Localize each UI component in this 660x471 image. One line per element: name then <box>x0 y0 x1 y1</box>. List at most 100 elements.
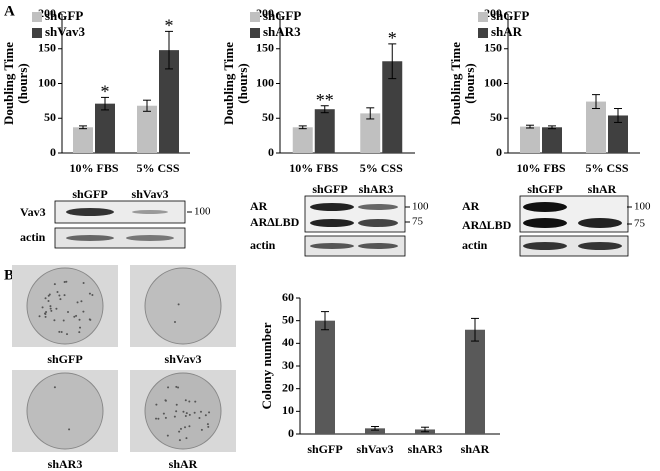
colony <box>75 314 78 317</box>
colony <box>184 426 187 429</box>
colony <box>198 417 201 420</box>
y-tick-label: 30 <box>282 358 294 372</box>
y-tick-label: 200 <box>256 6 274 20</box>
lane-label: shGFP <box>72 187 107 201</box>
y-tick-label: 0 <box>288 426 294 440</box>
band-label: AR <box>250 199 268 213</box>
y-tick-label: 50 <box>44 110 56 124</box>
bar <box>608 115 628 153</box>
y-tick-label: 50 <box>282 312 294 326</box>
plate-label: shVav3 <box>165 352 202 366</box>
colony <box>185 412 188 415</box>
y-axis-label: Doubling Time <box>221 42 236 125</box>
x-tick-label: shAR <box>461 442 490 456</box>
colony <box>82 282 85 285</box>
colony <box>50 309 53 312</box>
plate-label: shAR <box>169 457 198 471</box>
y-tick-label: 20 <box>282 380 294 394</box>
bar <box>95 103 115 153</box>
y-tick-label: 40 <box>282 335 294 349</box>
y-axis-label: (hours) <box>235 63 250 103</box>
significance-marker: * <box>388 28 397 48</box>
colony <box>38 315 41 318</box>
plates <box>12 265 236 452</box>
bar <box>292 127 313 153</box>
panel-label: A <box>4 3 15 19</box>
colony <box>188 425 191 428</box>
colony <box>62 319 65 322</box>
colony <box>73 315 76 318</box>
bar <box>314 109 335 153</box>
band-label: Vav3 <box>20 205 46 219</box>
size-marker: 100 <box>412 201 429 213</box>
size-marker: 75 <box>634 218 646 230</box>
band-label: AR∆LBD <box>250 215 300 229</box>
y-tick-label: 150 <box>256 41 274 55</box>
y-tick-label: 100 <box>38 75 56 89</box>
x-tick-label: 5% CSS <box>585 161 628 175</box>
legend-label: shVav3 <box>45 24 85 39</box>
colony <box>66 333 69 336</box>
colony <box>45 311 48 314</box>
lane-label: shAR <box>588 182 617 196</box>
legend-swatch <box>250 12 260 22</box>
colony <box>173 415 176 418</box>
colony <box>78 318 81 321</box>
colony <box>175 385 178 388</box>
legend-label: shGFP <box>263 8 301 23</box>
legend-swatch <box>478 28 488 38</box>
bar <box>542 127 562 153</box>
colony <box>155 417 158 420</box>
colony <box>44 297 47 300</box>
x-tick-label: 10% FBS <box>516 161 565 175</box>
colony <box>63 280 66 283</box>
bar <box>73 127 93 153</box>
significance-marker: * <box>101 82 110 102</box>
colony <box>48 293 51 296</box>
lane-label: shGFP <box>312 182 347 196</box>
colony <box>204 414 207 417</box>
colony <box>49 305 52 308</box>
colony <box>199 410 202 413</box>
colony <box>178 439 181 442</box>
colony <box>88 292 91 295</box>
y-tick-label: 50 <box>490 110 502 124</box>
colony <box>58 330 61 333</box>
colony <box>91 293 94 296</box>
colony <box>166 434 169 437</box>
colony <box>44 312 47 315</box>
colony <box>182 410 185 413</box>
colony <box>53 386 56 389</box>
legend-swatch <box>478 12 488 22</box>
colony <box>56 290 59 293</box>
colony <box>76 301 79 304</box>
bar <box>465 329 485 434</box>
y-tick-label: 0 <box>268 145 274 159</box>
colony <box>188 400 191 403</box>
colony <box>53 319 56 322</box>
colony <box>60 331 63 334</box>
significance-marker: * <box>165 16 174 36</box>
colony <box>68 428 71 431</box>
y-tick-label: 0 <box>496 145 502 159</box>
x-tick-label: shVav3 <box>357 442 394 456</box>
colony <box>179 427 182 430</box>
x-tick-label: 10% FBS <box>289 161 338 175</box>
size-marker: 100 <box>634 201 651 213</box>
size-marker: 75 <box>412 216 424 228</box>
colony <box>175 403 178 406</box>
x-tick-label: shAR3 <box>408 442 443 456</box>
y-tick-label: 200 <box>484 6 502 20</box>
colony <box>206 423 209 426</box>
colony <box>41 306 44 309</box>
colony <box>184 415 187 418</box>
colony <box>58 294 61 297</box>
bar <box>360 113 381 153</box>
colony <box>155 403 158 406</box>
colony <box>53 283 56 286</box>
legend-swatch <box>32 28 42 38</box>
colony <box>47 299 50 302</box>
colony <box>55 307 58 310</box>
colony <box>59 298 62 301</box>
significance-marker: ** <box>316 90 334 110</box>
